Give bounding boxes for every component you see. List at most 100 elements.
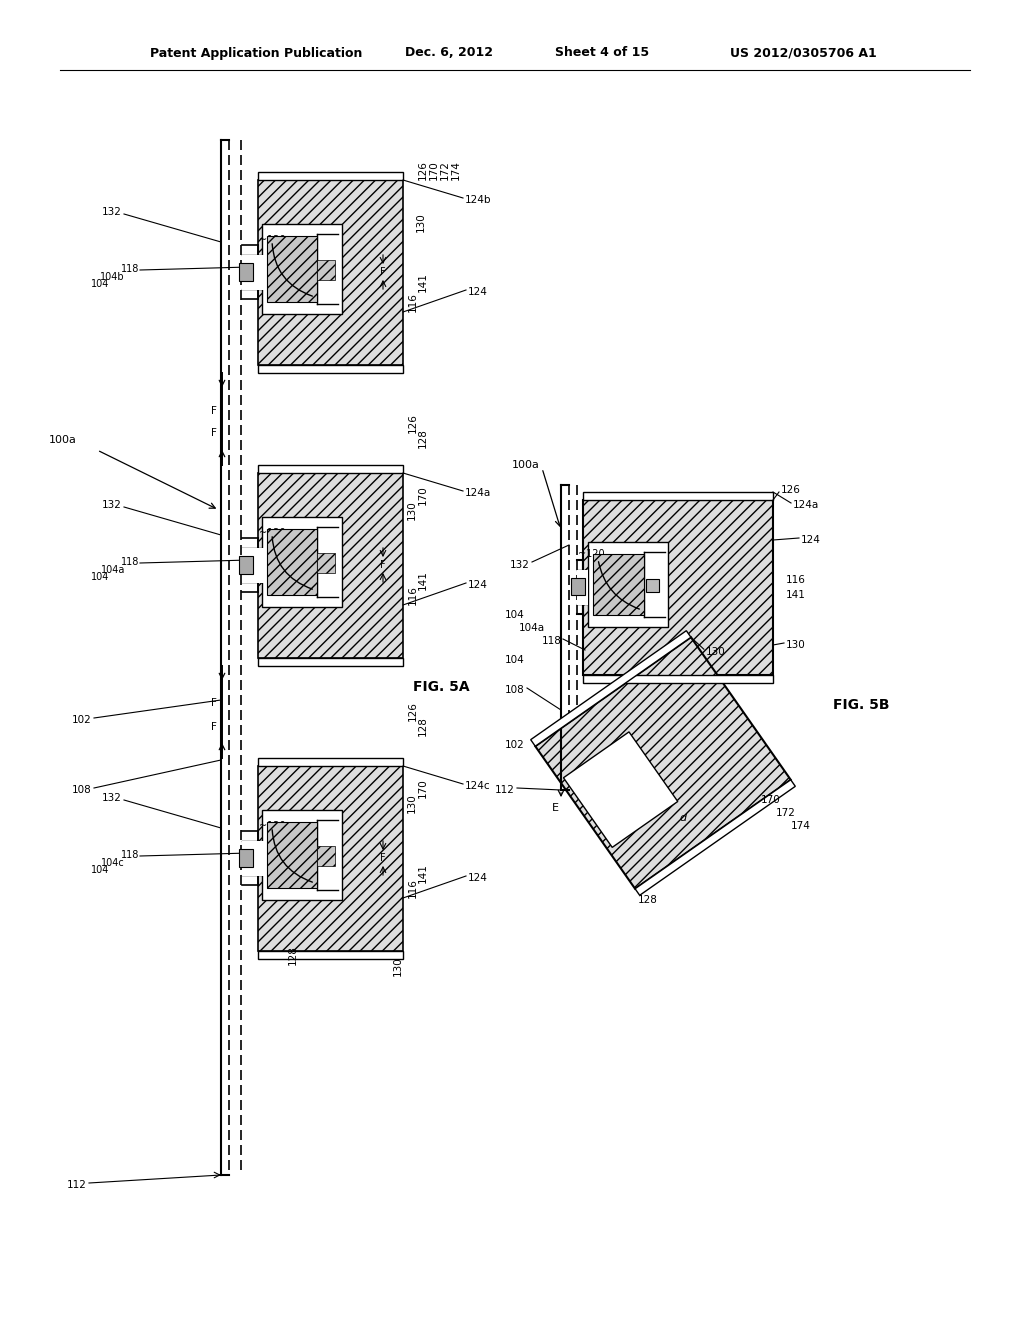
Text: 172: 172 <box>440 160 450 180</box>
Text: 128: 128 <box>638 895 658 906</box>
Text: FIG. 5B: FIG. 5B <box>833 698 890 711</box>
Text: ~120: ~120 <box>259 528 286 539</box>
Bar <box>267 236 317 302</box>
Text: 108: 108 <box>505 685 525 696</box>
Bar <box>646 579 659 591</box>
Text: 128: 128 <box>418 428 428 447</box>
Text: 122-: 122- <box>298 858 322 869</box>
Text: 130: 130 <box>416 213 426 232</box>
Text: 104: 104 <box>505 610 525 620</box>
Text: F: F <box>380 560 386 570</box>
Text: 124c: 124c <box>465 781 490 791</box>
Text: d: d <box>680 813 686 822</box>
Polygon shape <box>530 631 691 746</box>
Bar <box>319 263 333 277</box>
Text: 132: 132 <box>102 793 122 803</box>
Text: 128: 128 <box>418 715 428 737</box>
Text: 172: 172 <box>776 808 796 818</box>
Bar <box>239 263 253 281</box>
Bar <box>258 180 403 366</box>
Bar <box>239 556 253 574</box>
Bar <box>258 473 403 657</box>
Text: 122: 122 <box>610 583 630 594</box>
Text: F: F <box>211 405 217 416</box>
Bar <box>258 657 403 667</box>
Text: 141: 141 <box>786 590 806 601</box>
Text: 102: 102 <box>73 715 92 725</box>
Bar <box>239 849 253 867</box>
Text: 104a: 104a <box>519 623 545 634</box>
Bar <box>577 570 588 605</box>
Text: 104c: 104c <box>101 858 125 869</box>
Bar <box>258 366 403 374</box>
Text: ~120: ~120 <box>259 821 286 832</box>
Text: F: F <box>211 429 217 438</box>
Text: F: F <box>380 853 386 863</box>
Text: 104: 104 <box>91 865 109 875</box>
Text: 170: 170 <box>418 486 428 504</box>
Bar <box>267 822 317 888</box>
Bar <box>258 950 403 960</box>
Text: 132: 132 <box>102 207 122 216</box>
Text: 170: 170 <box>418 777 428 797</box>
Bar <box>593 554 644 615</box>
Bar <box>583 492 773 500</box>
Text: 130: 130 <box>407 500 417 520</box>
Text: 104: 104 <box>505 655 525 665</box>
Text: 104: 104 <box>91 279 109 289</box>
Polygon shape <box>635 780 796 895</box>
Bar <box>267 529 317 595</box>
Text: FIG. 5A: FIG. 5A <box>413 680 470 694</box>
Text: 100a: 100a <box>49 436 77 445</box>
Text: 116: 116 <box>408 585 418 605</box>
Text: Dec. 6, 2012: Dec. 6, 2012 <box>406 46 493 59</box>
Text: 100a: 100a <box>512 459 540 470</box>
Text: 128: 128 <box>288 945 298 965</box>
Text: 112: 112 <box>496 785 515 795</box>
Text: 104b: 104b <box>100 272 125 282</box>
Text: 124: 124 <box>468 873 487 883</box>
Text: 104a: 104a <box>100 565 125 576</box>
Bar <box>571 578 585 595</box>
Bar <box>262 224 342 314</box>
Text: 130: 130 <box>407 793 417 813</box>
Text: 132: 132 <box>510 560 530 570</box>
Text: 174: 174 <box>791 821 811 830</box>
Text: 118: 118 <box>121 264 139 275</box>
Text: Patent Application Publication: Patent Application Publication <box>150 46 362 59</box>
Text: 104: 104 <box>91 572 109 582</box>
Bar <box>583 675 773 682</box>
Text: 130: 130 <box>393 956 403 975</box>
Text: 116: 116 <box>408 878 418 898</box>
Text: F: F <box>211 722 217 731</box>
Bar <box>262 810 342 900</box>
Bar <box>319 556 333 570</box>
Text: F: F <box>211 698 217 709</box>
Text: 170: 170 <box>761 795 780 805</box>
Bar <box>588 543 668 627</box>
Text: 124a: 124a <box>465 488 492 498</box>
Text: 124b: 124b <box>465 195 492 205</box>
Text: 141: 141 <box>418 272 428 292</box>
Bar <box>262 517 342 607</box>
Bar <box>317 260 335 280</box>
Bar <box>319 849 333 863</box>
Bar <box>242 255 264 290</box>
Text: 118: 118 <box>121 557 139 568</box>
Bar <box>258 465 403 473</box>
Text: 102: 102 <box>505 741 525 750</box>
Text: 118: 118 <box>121 850 139 861</box>
Text: 122-: 122- <box>298 565 322 576</box>
Text: 124: 124 <box>801 535 821 545</box>
Text: E: E <box>552 803 558 813</box>
Text: 174: 174 <box>451 160 461 180</box>
Polygon shape <box>563 731 678 847</box>
Bar <box>583 500 773 675</box>
Text: ~120: ~120 <box>578 549 604 558</box>
Text: 141: 141 <box>418 570 428 590</box>
Text: 124: 124 <box>468 579 487 590</box>
Text: ~120: ~120 <box>259 235 286 246</box>
Text: 108: 108 <box>73 785 92 795</box>
Text: 126: 126 <box>781 484 801 495</box>
Text: 132: 132 <box>102 500 122 510</box>
